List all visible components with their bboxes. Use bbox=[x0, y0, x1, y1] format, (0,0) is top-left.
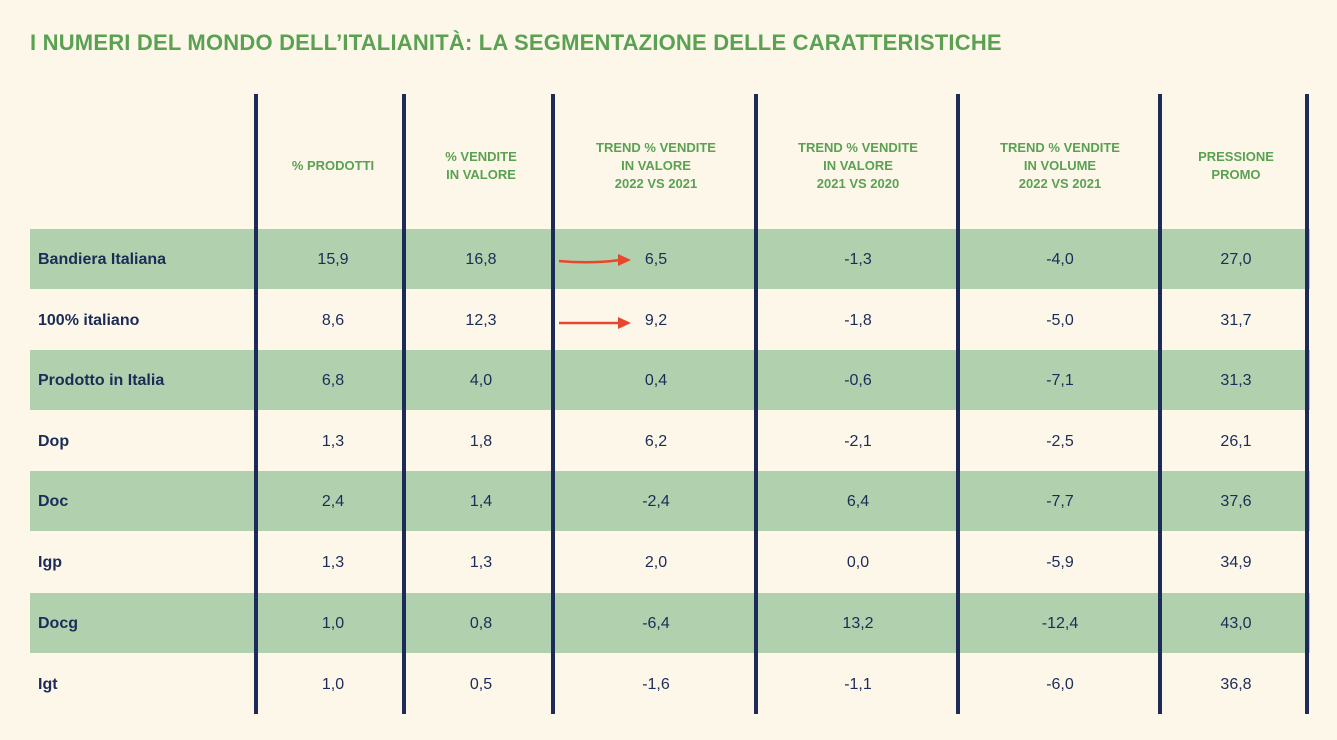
table-cell: 31,3 bbox=[1220, 372, 1252, 389]
table-cell: -7,7 bbox=[1046, 493, 1074, 510]
table-cell: 26,1 bbox=[1220, 433, 1252, 450]
table-cell: 4,0 bbox=[469, 372, 493, 389]
row-stripe bbox=[30, 229, 1310, 289]
table-cell: -2,4 bbox=[642, 493, 670, 510]
page-title: I NUMERI DEL MONDO DELL’ITALIANITÀ: LA S… bbox=[30, 30, 1002, 55]
table-cell: 0,8 bbox=[469, 615, 493, 632]
table-cell: -12,4 bbox=[1041, 615, 1079, 632]
row-stripe bbox=[30, 471, 1310, 531]
column-header: TREND % VENDITE IN VALORE 2021 VS 2020 bbox=[798, 140, 918, 191]
table-cell: 1,4 bbox=[469, 493, 493, 510]
column-header: TREND % VENDITE IN VOLUME 2022 VS 2021 bbox=[1000, 140, 1120, 191]
table-cell: -5,0 bbox=[1046, 312, 1074, 329]
table-cell: 1,3 bbox=[321, 433, 345, 450]
column-header: % VENDITE IN VALORE bbox=[445, 149, 517, 182]
row-stripe bbox=[30, 593, 1310, 653]
row-label: 100% italiano bbox=[38, 312, 140, 329]
row-label: Doc bbox=[38, 493, 69, 510]
table-cell: 15,9 bbox=[317, 251, 349, 268]
table-cell: 6,5 bbox=[644, 251, 668, 268]
table-cell: 43,0 bbox=[1220, 615, 1252, 632]
table-cell: -2,1 bbox=[844, 433, 872, 450]
table-cell: 13,2 bbox=[842, 615, 874, 632]
table-cell: -6,0 bbox=[1046, 676, 1074, 693]
row-label: Igp bbox=[38, 554, 62, 571]
table-cell: 6,8 bbox=[321, 372, 345, 389]
column-divider bbox=[1305, 94, 1309, 714]
column-header: TREND % VENDITE IN VALORE 2022 VS 2021 bbox=[596, 140, 716, 191]
table-cell: 27,0 bbox=[1220, 251, 1252, 268]
table-cell: 34,9 bbox=[1220, 554, 1252, 571]
table-cell: -1,6 bbox=[642, 676, 670, 693]
row-label: Dop bbox=[38, 433, 70, 450]
table-cell: 8,6 bbox=[321, 312, 345, 329]
table-cell: 1,0 bbox=[321, 615, 345, 632]
column-header: PRESSIONE PROMO bbox=[1198, 149, 1274, 182]
table-cell: 1,3 bbox=[321, 554, 345, 571]
table-cell: -7,1 bbox=[1046, 372, 1074, 389]
table-cell: 16,8 bbox=[465, 251, 497, 268]
column-header: % PRODOTTI bbox=[291, 158, 375, 173]
table-cell: 0,4 bbox=[644, 372, 668, 389]
table-cell: 1,0 bbox=[321, 676, 345, 693]
highlight-arrow-icon bbox=[558, 254, 631, 266]
table-cell: 37,6 bbox=[1220, 493, 1252, 510]
row-label: Bandiera Italiana bbox=[38, 251, 167, 268]
table-cell: 31,7 bbox=[1220, 312, 1252, 329]
table-cell: 6,2 bbox=[644, 433, 668, 450]
column-divider bbox=[956, 94, 960, 714]
table-cell: 1,3 bbox=[469, 554, 493, 571]
table-cell: -1,8 bbox=[844, 312, 872, 329]
table-cell: 2,4 bbox=[321, 493, 345, 510]
table-cell: 0,0 bbox=[846, 554, 870, 571]
column-divider bbox=[551, 94, 555, 714]
table-cell: -1,1 bbox=[844, 676, 872, 693]
table-cell: 1,8 bbox=[469, 433, 493, 450]
table-cell: -6,4 bbox=[642, 615, 670, 632]
table-cell: -1,3 bbox=[844, 251, 872, 268]
table-cell: 12,3 bbox=[465, 312, 497, 329]
table-cell: -0,6 bbox=[844, 372, 872, 389]
table-cell: 2,0 bbox=[644, 554, 668, 571]
table-cell: -5,9 bbox=[1046, 554, 1074, 571]
column-divider bbox=[402, 94, 406, 714]
highlight-arrow-icon bbox=[559, 317, 631, 329]
column-divider bbox=[1158, 94, 1162, 714]
table-cell: 36,8 bbox=[1220, 676, 1252, 693]
table-cell: -2,5 bbox=[1046, 433, 1074, 450]
table-cell: 0,5 bbox=[469, 676, 493, 693]
row-stripe bbox=[30, 350, 1310, 410]
column-divider bbox=[754, 94, 758, 714]
row-label: Docg bbox=[38, 615, 78, 632]
row-label: Igt bbox=[38, 676, 58, 693]
column-divider bbox=[254, 94, 258, 714]
row-label: Prodotto in Italia bbox=[38, 372, 165, 389]
table-cell: -4,0 bbox=[1046, 251, 1074, 268]
table-cell: 9,2 bbox=[644, 312, 668, 329]
table-cell: 6,4 bbox=[846, 493, 870, 510]
